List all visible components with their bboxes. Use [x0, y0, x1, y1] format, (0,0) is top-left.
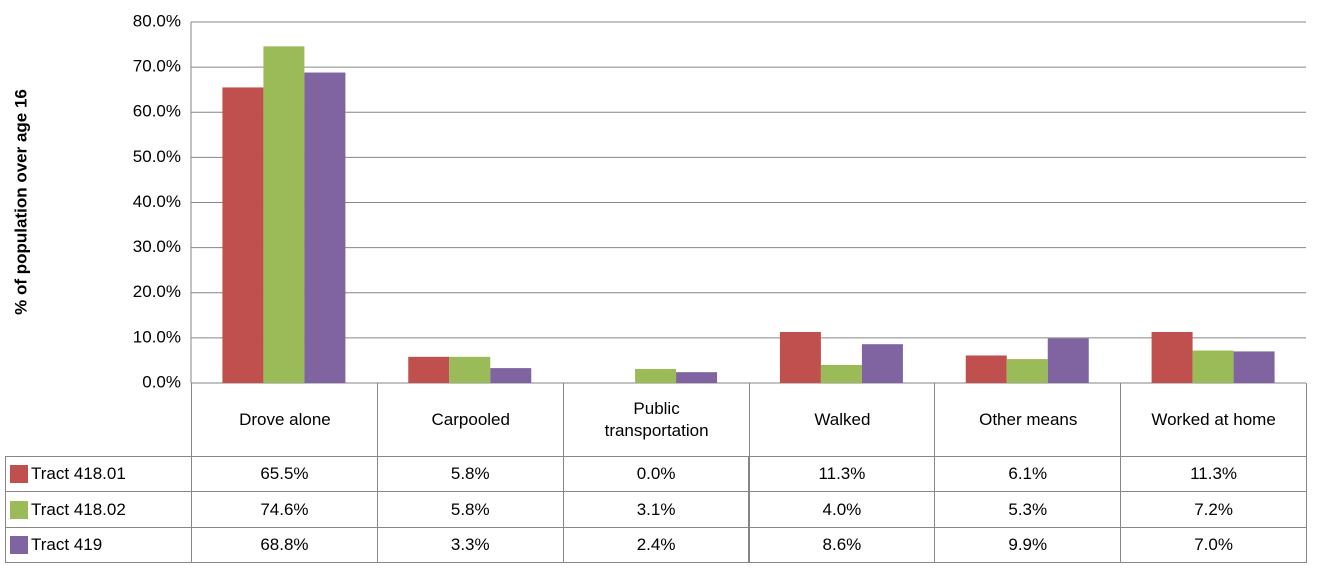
y-tick-label: 50.0% [133, 147, 181, 166]
bar [304, 72, 346, 383]
y-tick-label: 40.0% [133, 192, 181, 211]
table-value: 5.8% [376, 456, 564, 492]
category-header: Public transportation [562, 383, 750, 457]
y-tick-label: 10.0% [133, 327, 181, 346]
bar [820, 364, 862, 383]
bar [1047, 338, 1089, 383]
legend-label: Tract 418.02 [31, 499, 126, 519]
table-value: 0.0% [562, 456, 750, 492]
category-header: Other means [934, 383, 1121, 457]
bar [1151, 332, 1193, 383]
bar [1006, 359, 1048, 383]
table-value: 5.3% [934, 491, 1122, 528]
table-value: 2.4% [562, 527, 750, 563]
category-header: Walked [748, 383, 936, 457]
y-tick-label: 20.0% [133, 282, 181, 301]
bar [490, 368, 532, 383]
category-header: Carpooled [376, 383, 564, 457]
legend-swatch [10, 500, 28, 519]
legend-entry: Tract 418.01 [5, 456, 192, 492]
table-value: 68.8% [191, 527, 378, 563]
bar [965, 355, 1007, 383]
legend-swatch [10, 465, 28, 483]
table-value: 74.6% [191, 491, 378, 528]
y-tick-label: 0.0% [142, 372, 181, 391]
table-value: 65.5% [191, 456, 378, 492]
bar [222, 87, 264, 384]
bar [861, 344, 903, 383]
bar [676, 372, 718, 383]
table-value: 6.1% [934, 456, 1122, 492]
y-tick-label: 70.0% [133, 57, 181, 76]
bar [779, 332, 821, 383]
table-value: 4.0% [748, 491, 936, 528]
table-value: 3.1% [562, 491, 750, 528]
y-tick-label: 60.0% [133, 102, 181, 121]
y-axis-title: % of population over age 16 [11, 89, 30, 315]
y-tick-label: 80.0% [133, 11, 181, 30]
table-value: 8.6% [748, 527, 936, 563]
table-value: 11.3% [1120, 456, 1307, 492]
category-header: Worked at home [1120, 383, 1307, 457]
bar [449, 356, 491, 383]
bar [263, 46, 305, 384]
bar [408, 356, 450, 383]
bar [1233, 351, 1275, 383]
table-value: 7.0% [1120, 527, 1307, 563]
table-value: 3.3% [376, 527, 564, 563]
bar [635, 369, 677, 383]
y-tick-label: 30.0% [133, 237, 181, 256]
category-header: Drove alone [191, 383, 378, 457]
bar [1192, 350, 1234, 383]
table-value: 9.9% [934, 527, 1122, 563]
legend-entry: Tract 419 [5, 527, 192, 563]
table-value: 11.3% [748, 456, 936, 492]
legend-entry: Tract 418.02 [5, 491, 192, 528]
legend-label: Tract 419 [31, 535, 103, 554]
legend-swatch [10, 536, 28, 554]
table-value: 7.2% [1120, 491, 1307, 528]
legend-label: Tract 418.01 [31, 464, 126, 483]
table-value: 5.8% [376, 491, 564, 528]
